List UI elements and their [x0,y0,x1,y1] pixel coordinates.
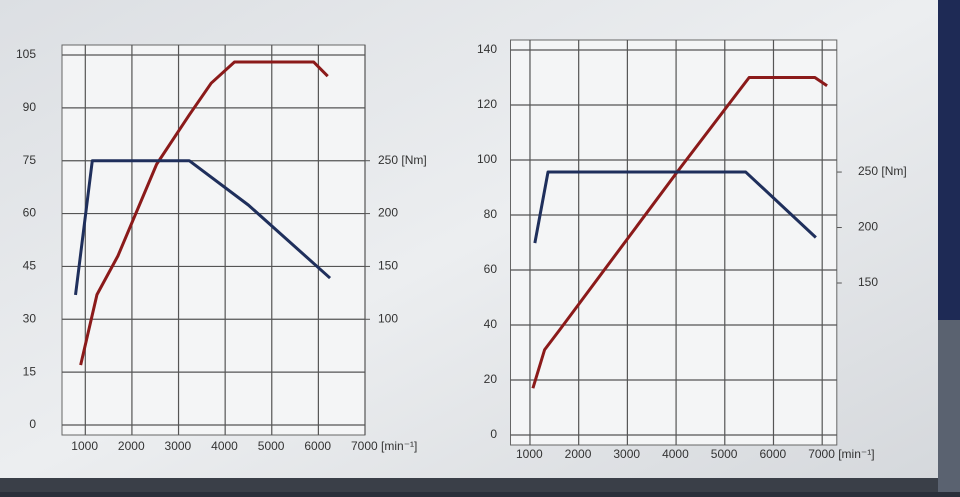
y2-tick-label: 100 [378,311,398,325]
plot-area [61,44,366,436]
plot-area [510,39,838,446]
y-tick-label: 0 [29,417,36,431]
y-tick-label: 0 [490,427,497,441]
y-tick-label: 80 [484,207,498,221]
x-tick-label: 7000 [min⁻¹] [351,439,417,453]
series-line [79,60,329,366]
x-tick-label: 6000 [759,447,786,461]
y2-tick-label: 200 [378,206,398,220]
x-tick-label: 3000 [613,447,640,461]
x-tick-label: 4000 [662,447,689,461]
y-tick-label: 120 [477,97,497,111]
series-line [531,76,828,389]
y-tick-label: 90 [23,100,37,114]
x-tick-label: 4000 [211,439,238,453]
x-tick-label: 1000 [71,439,98,453]
y-tick-label: 100 [477,152,497,166]
screen-bezel [0,478,938,492]
y-tick-label: 60 [23,206,37,220]
y-tick-label: 105 [16,47,36,61]
series-line [533,170,817,244]
y2-tick-label: 250 [Nm] [858,164,907,178]
series-line [74,159,332,296]
x-tick-label: 2000 [565,447,592,461]
x-tick-label: 7000 [min⁻¹] [808,447,874,461]
x-tick-label: 1000 [516,447,543,461]
y-tick-label: 40 [484,317,498,331]
y-tick-label: 75 [23,153,37,167]
y2-tick-label: 150 [378,259,398,273]
x-tick-label: 5000 [711,447,738,461]
x-tick-label: 2000 [118,439,145,453]
y2-tick-label: 150 [858,275,878,289]
y-tick-label: 140 [477,42,497,56]
y-tick-label: 45 [23,259,37,273]
y-tick-label: 15 [23,364,37,378]
y-tick-label: 30 [23,311,37,325]
y-tick-label: 20 [484,372,498,386]
y2-tick-label: 250 [Nm] [378,153,427,167]
x-tick-label: 6000 [304,439,331,453]
y-tick-label: 60 [484,262,498,276]
y2-tick-label: 200 [858,220,878,234]
x-tick-label: 5000 [258,439,285,453]
x-tick-label: 3000 [165,439,192,453]
